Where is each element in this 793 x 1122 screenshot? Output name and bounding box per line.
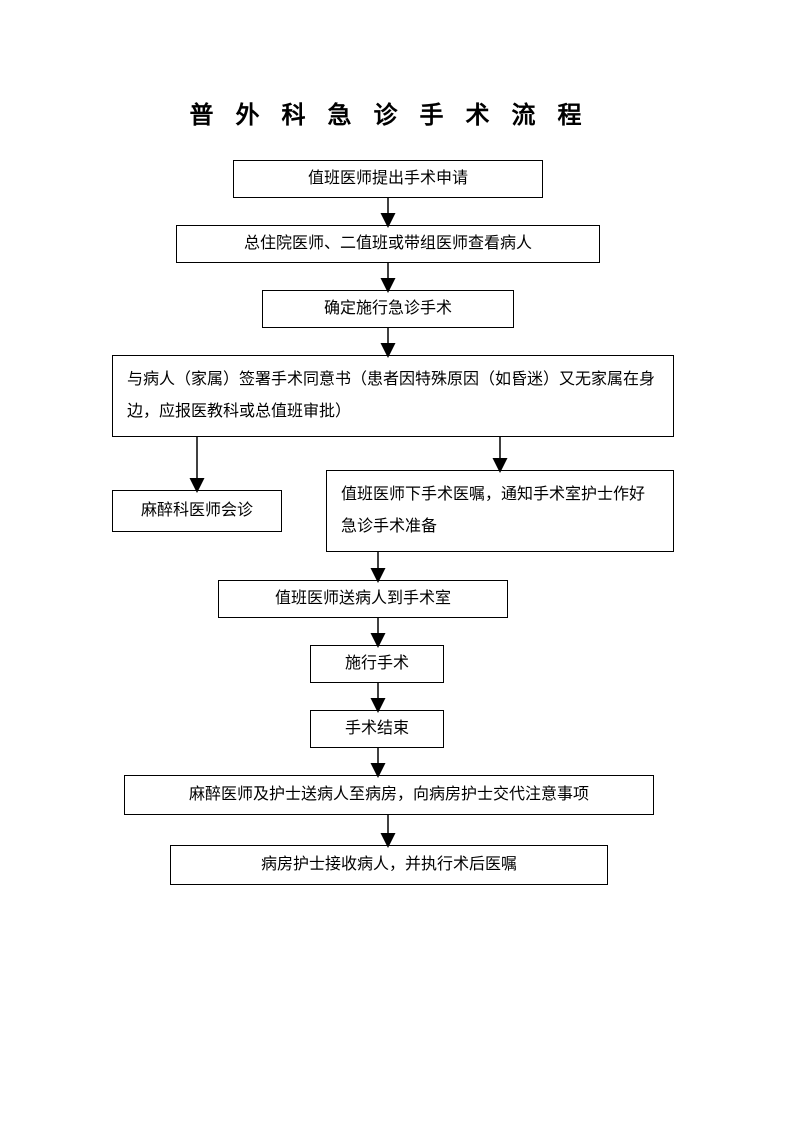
flowchart-node: 总住院医师、二值班或带组医师查看病人 xyxy=(176,225,600,263)
flowchart-node: 施行手术 xyxy=(310,645,444,683)
flowchart-node: 麻醉科医师会诊 xyxy=(112,490,282,532)
flowchart-node: 麻醉医师及护士送病人至病房，向病房护士交代注意事项 xyxy=(124,775,654,815)
flowchart-node: 确定施行急诊手术 xyxy=(262,290,514,328)
flowchart-node: 与病人（家属）签署手术同意书（患者因特殊原因（如昏迷）又无家属在身边，应报医教科… xyxy=(112,355,674,437)
flowchart-node: 值班医师提出手术申请 xyxy=(233,160,543,198)
page-title: 普外科急诊手术流程 xyxy=(0,95,793,130)
flowchart-node: 值班医师送病人到手术室 xyxy=(218,580,508,618)
flowchart-node: 值班医师下手术医嘱，通知手术室护士作好急诊手术准备 xyxy=(326,470,674,552)
flowchart-node: 病房护士接收病人，并执行术后医嘱 xyxy=(170,845,608,885)
flowchart-node: 手术结束 xyxy=(310,710,444,748)
